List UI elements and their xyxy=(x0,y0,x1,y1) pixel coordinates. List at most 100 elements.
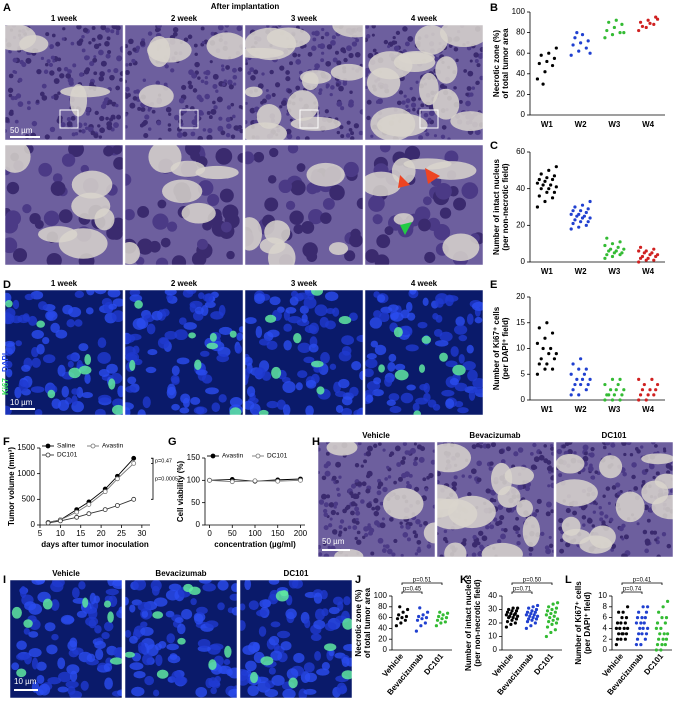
data-point xyxy=(659,648,663,652)
nucleus xyxy=(129,604,136,613)
cell xyxy=(26,100,31,105)
nucleus xyxy=(97,337,107,349)
cell xyxy=(55,41,61,47)
cell xyxy=(155,257,169,265)
x-tick-label: W2 xyxy=(575,405,588,414)
data-point xyxy=(626,605,630,609)
data-point xyxy=(637,249,641,253)
ki67-cell xyxy=(258,409,269,415)
cell xyxy=(332,529,338,535)
data-point xyxy=(527,617,531,621)
cell xyxy=(49,70,55,76)
nucleus xyxy=(196,606,208,615)
nucleus xyxy=(211,402,221,413)
cell xyxy=(538,454,545,461)
cell xyxy=(495,521,501,527)
nucleus xyxy=(165,610,175,618)
cell xyxy=(648,463,655,470)
nucleus xyxy=(310,633,322,642)
nucleus xyxy=(369,317,383,329)
nucleus xyxy=(111,310,123,323)
nucleus xyxy=(455,316,465,327)
data-point xyxy=(661,637,665,641)
cell xyxy=(82,27,89,33)
cell xyxy=(279,105,283,109)
data-point xyxy=(634,621,639,625)
data-point xyxy=(620,393,624,397)
nucleus xyxy=(387,362,396,372)
necrotic-area xyxy=(444,542,467,557)
nucleus xyxy=(174,329,188,341)
data-point xyxy=(641,605,645,609)
cell xyxy=(322,197,335,210)
cell xyxy=(453,197,467,211)
cell xyxy=(157,199,167,209)
cell xyxy=(318,91,322,95)
data-point xyxy=(541,183,545,187)
data-point xyxy=(666,599,670,604)
cell xyxy=(155,80,161,86)
data-point xyxy=(549,611,553,616)
cell xyxy=(404,41,410,47)
cell xyxy=(188,84,194,90)
nucleus xyxy=(210,687,217,695)
data-point xyxy=(655,382,660,387)
data-point xyxy=(552,190,557,194)
cell xyxy=(232,74,238,80)
cell xyxy=(223,79,227,83)
nucleus xyxy=(44,622,56,632)
nucleus xyxy=(359,370,363,381)
necrotic-area xyxy=(162,179,203,204)
cell xyxy=(550,446,554,451)
nucleus xyxy=(341,407,353,415)
cell xyxy=(67,77,74,84)
nucleus xyxy=(23,628,30,635)
cell xyxy=(365,85,368,90)
cell xyxy=(86,111,90,116)
nucleus xyxy=(132,345,140,354)
data-point xyxy=(580,203,585,207)
data-point xyxy=(640,616,644,620)
data-point xyxy=(652,393,656,397)
cell xyxy=(125,208,135,221)
cell xyxy=(240,105,243,110)
cell xyxy=(517,447,524,453)
cell xyxy=(467,492,472,497)
data-point xyxy=(569,372,573,376)
cell xyxy=(8,49,12,54)
cell xyxy=(590,475,596,480)
cell xyxy=(336,130,341,135)
cell xyxy=(232,67,237,73)
nucleus xyxy=(45,310,58,321)
cell xyxy=(265,94,272,100)
cell xyxy=(183,37,189,42)
micrograph-content xyxy=(125,25,243,140)
p-value: p=0.50 xyxy=(523,578,542,584)
data-point xyxy=(434,624,438,628)
cell xyxy=(384,226,394,236)
data-point xyxy=(541,82,545,86)
ki67-cell xyxy=(208,659,217,671)
cell xyxy=(543,458,549,464)
data-point xyxy=(582,214,587,218)
data-point xyxy=(640,632,644,636)
cell xyxy=(417,546,421,550)
nucleus xyxy=(74,319,83,327)
cell xyxy=(237,67,243,72)
data-point xyxy=(439,621,443,625)
data-point xyxy=(603,398,607,402)
cell xyxy=(92,57,98,63)
data-point xyxy=(507,607,511,612)
nucleus xyxy=(80,680,89,691)
frame xyxy=(317,441,436,558)
cell xyxy=(623,534,629,540)
cell xyxy=(350,510,355,516)
data-point xyxy=(547,187,551,191)
cell xyxy=(440,134,446,139)
data-point xyxy=(588,51,592,55)
nucleus xyxy=(125,334,136,343)
data-point xyxy=(643,616,647,620)
data-point xyxy=(654,388,658,392)
treatment-title: Vehicle xyxy=(362,431,390,440)
cell xyxy=(430,459,435,465)
